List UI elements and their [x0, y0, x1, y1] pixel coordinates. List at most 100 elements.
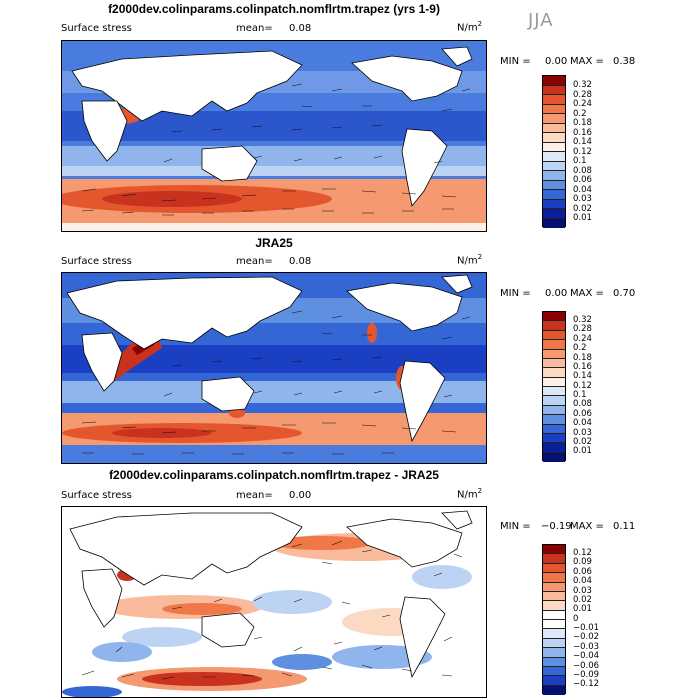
colorbar-tick-label: −0.04: [573, 650, 600, 661]
colorbar-tick-label: 0.03: [573, 193, 592, 204]
panel-3-variable-label: Surface stress: [61, 490, 132, 501]
colorbar-tick-label: 0.18: [573, 117, 592, 128]
panel-1-min-value: 0.00: [545, 56, 568, 67]
colorbar-tick-label: 0.06: [573, 566, 592, 577]
panel-2-max-label: MAX =: [570, 288, 604, 299]
color-swatch: [543, 368, 565, 378]
color-swatch: [543, 85, 565, 95]
colorbar-tick-label: 0.32: [573, 79, 592, 90]
color-swatch: [543, 424, 565, 434]
colorbar-tick-label: 0.02: [573, 436, 592, 447]
color-swatch: [543, 190, 565, 200]
panel-2-colorbar: [542, 311, 566, 462]
color-swatch: [543, 123, 565, 133]
color-swatch: [543, 620, 565, 630]
panel-1-map: [61, 40, 487, 232]
color-swatch: [543, 142, 565, 152]
panel-2-title: JRA25: [255, 236, 293, 250]
colorbar-tick-label: 0.2: [573, 108, 587, 119]
panel-1-max-value: 0.38: [613, 56, 636, 67]
color-swatch: [543, 676, 565, 686]
colorbar-tick-label: −0.01: [573, 622, 600, 633]
color-swatch: [543, 349, 565, 359]
color-swatch: [543, 321, 565, 331]
colorbar-tick-label: 0.12: [573, 380, 592, 391]
panel-3-units: N/m2: [457, 487, 483, 501]
color-swatch: [543, 433, 565, 444]
color-swatch: [543, 685, 565, 695]
panel-2-variable-label: Surface stress: [61, 256, 132, 267]
colorbar-tick-label: 0.09: [573, 557, 592, 568]
panel-3-map: [61, 506, 487, 698]
colorbar-tick-label: 0.14: [573, 136, 592, 147]
color-swatch: [543, 563, 565, 574]
colorbar-tick-label: −0.03: [573, 641, 600, 652]
panel-3-title: f2000dev.colinparams.colinpatch.nomflrtm…: [109, 468, 439, 482]
color-swatch: [543, 629, 565, 639]
color-swatch: [543, 95, 565, 105]
color-swatch: [543, 387, 565, 397]
color-swatch: [543, 405, 565, 416]
colorbar-tick-label: 0.03: [573, 585, 592, 596]
colorbar-tick-label: 0.2: [573, 342, 587, 353]
panel-2-min-label: MIN =: [500, 288, 531, 299]
panel-2-min-value: 0.00: [545, 288, 568, 299]
color-swatch: [543, 601, 565, 611]
colorbar-tick-label: 0.14: [573, 371, 592, 382]
colorbar-tick-label: 0.16: [573, 127, 592, 138]
colorbar-tick-label: 0.32: [573, 314, 592, 325]
color-swatch: [543, 610, 565, 620]
color-swatch: [543, 104, 565, 114]
color-swatch: [543, 554, 565, 564]
colorbar-tick-label: 0.12: [573, 146, 592, 157]
color-swatch: [543, 171, 565, 181]
panel-3-colorbar: [542, 544, 566, 695]
colorbar-tick-label: 0.28: [573, 324, 592, 335]
colorbar-tick-label: 0.04: [573, 575, 592, 586]
panel-1-mean-label: mean=: [236, 23, 273, 34]
colorbar-tick-label: 0.16: [573, 361, 592, 372]
color-swatch: [543, 573, 565, 583]
panel-2-map: [61, 272, 487, 464]
color-swatch: [543, 312, 565, 322]
color-swatch: [543, 218, 565, 228]
panel-1-max-label: MAX =: [570, 56, 604, 67]
colorbar-tick-label: 0.08: [573, 399, 592, 410]
color-swatch: [543, 415, 565, 425]
colorbar-tick-label: 0.06: [573, 174, 592, 185]
panel-1-units: N/m2: [457, 20, 483, 34]
panel-3-mean-label: mean=: [236, 490, 273, 501]
color-swatch: [543, 180, 565, 190]
color-swatch: [543, 76, 565, 86]
color-swatch: [543, 648, 565, 658]
colorbar-tick-label: 0.1: [573, 389, 587, 400]
colorbar-tick-label: −0.02: [573, 632, 600, 643]
colorbar-tick-label: 0.08: [573, 165, 592, 176]
color-swatch: [543, 330, 565, 341]
colorbar-tick-label: −0.06: [573, 660, 600, 671]
color-swatch: [543, 199, 565, 209]
panel-1-colorbar: [542, 75, 566, 228]
color-swatch: [543, 152, 565, 162]
color-swatch: [543, 396, 565, 406]
color-swatch: [543, 377, 565, 387]
color-swatch: [543, 452, 565, 462]
color-swatch: [543, 209, 565, 219]
color-swatch: [543, 545, 565, 555]
panel-3-max-value: 0.11: [613, 521, 636, 532]
colorbar-tick-label: 0.02: [573, 594, 592, 605]
colorbar-tick-label: 0: [573, 613, 579, 624]
colorbar-tick-label: 0.24: [573, 333, 592, 344]
colorbar-tick-label: 0.03: [573, 427, 592, 438]
color-swatch: [543, 666, 565, 677]
colorbar-tick-label: 0.28: [573, 89, 592, 100]
color-swatch: [543, 161, 565, 171]
panel-3-mean-value: 0.00: [289, 490, 312, 501]
color-swatch: [543, 340, 565, 350]
colorbar-tick-label: −0.12: [573, 679, 600, 690]
color-swatch: [543, 443, 565, 453]
panel-1-min-label: MIN =: [500, 56, 531, 67]
panel-2-mean-value: 0.08: [289, 256, 312, 267]
color-swatch: [543, 114, 565, 124]
panel-2-mean-label: mean=: [236, 256, 273, 267]
